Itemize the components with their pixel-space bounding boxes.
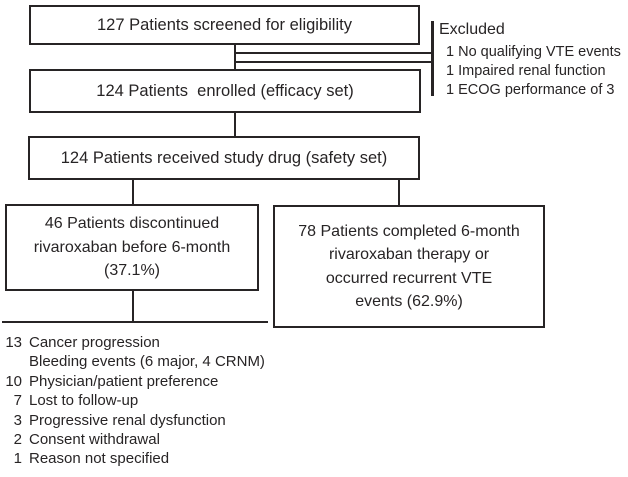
discontinuation-reasons-list: 13 Cancer progression Bleeding events (6… [5,333,265,469]
box-discontinued: 46 Patients discontinued rivaroxaban bef… [5,204,259,291]
excluded-item: 1 Impaired renal function [446,63,606,80]
reason-count: 2 [13,431,22,449]
box-discontinued-text: 46 Patients discontinued rivaroxaban bef… [33,215,231,280]
connector-screened-to-enrolled [234,45,236,69]
reason-label: Consent withdrawal [29,431,160,449]
reason-row: 3 Progressive renal dysfunction [5,411,265,430]
excluded-title: Excluded [439,21,505,38]
excluded-connector-top-line [236,52,432,54]
box-safety-set-text: 124 Patients received study drug (safety… [60,149,388,167]
box-screened: 127 Patients screened for eligibility [29,5,420,45]
reason-count: 3 [13,411,22,429]
reason-count: 7 [13,392,22,410]
reason-count: 10 [5,372,22,390]
excluded-item: 1 ECOG performance of 3 [446,82,615,99]
connector-safety-to-completed [398,179,400,206]
reason-row: 10 Physician/patient preference [5,372,265,391]
reason-label: Reason not specified [29,450,170,468]
reason-row: 7 Lost to follow-up [5,391,265,410]
excluded-item: 1 No qualifying VTE events [446,44,621,60]
excluded-connector-bottom-line [236,61,432,63]
box-enrolled: 124 Patients enrolled (efficacy set) [29,69,421,113]
reason-label: Physician/patient preference [29,372,219,390]
reasons-divider-line [2,321,268,323]
box-safety-set: 124 Patients received study drug (safety… [28,136,420,180]
reason-label: Lost to follow-up [29,392,139,410]
connector-safety-to-discontinued [132,179,134,205]
excluded-bracket-bar [431,21,434,96]
box-completed-text: 78 Patients completed 6-month rivaroxaba… [298,222,520,311]
reason-count [5,352,22,371]
box-completed: 78 Patients completed 6-month rivaroxaba… [273,205,545,328]
box-enrolled-text: 124 Patients enrolled (efficacy set) [96,82,354,100]
connector-enrolled-to-safety [234,112,236,137]
reason-row: Bleeding events (6 major, 4 CRNM) [5,352,265,371]
reason-label: Progressive renal dysfunction [29,411,226,429]
reason-row: 13 Cancer progression [5,333,265,352]
reason-count: 1 [13,450,22,468]
reason-row: 2 Consent withdrawal [5,430,265,449]
connector-discontinued-to-reasons [132,290,134,323]
reason-label: Cancer progression [29,334,160,351]
reason-row: 1 Reason not specified [5,449,265,468]
excluded-note: Excluded 1 No qualifying VTE events 1 Im… [439,19,627,101]
reason-count: 13 [5,334,22,351]
reason-label: Bleeding events (6 major, 4 CRNM) [29,353,265,371]
box-screened-text: 127 Patients screened for eligibility [97,16,352,34]
